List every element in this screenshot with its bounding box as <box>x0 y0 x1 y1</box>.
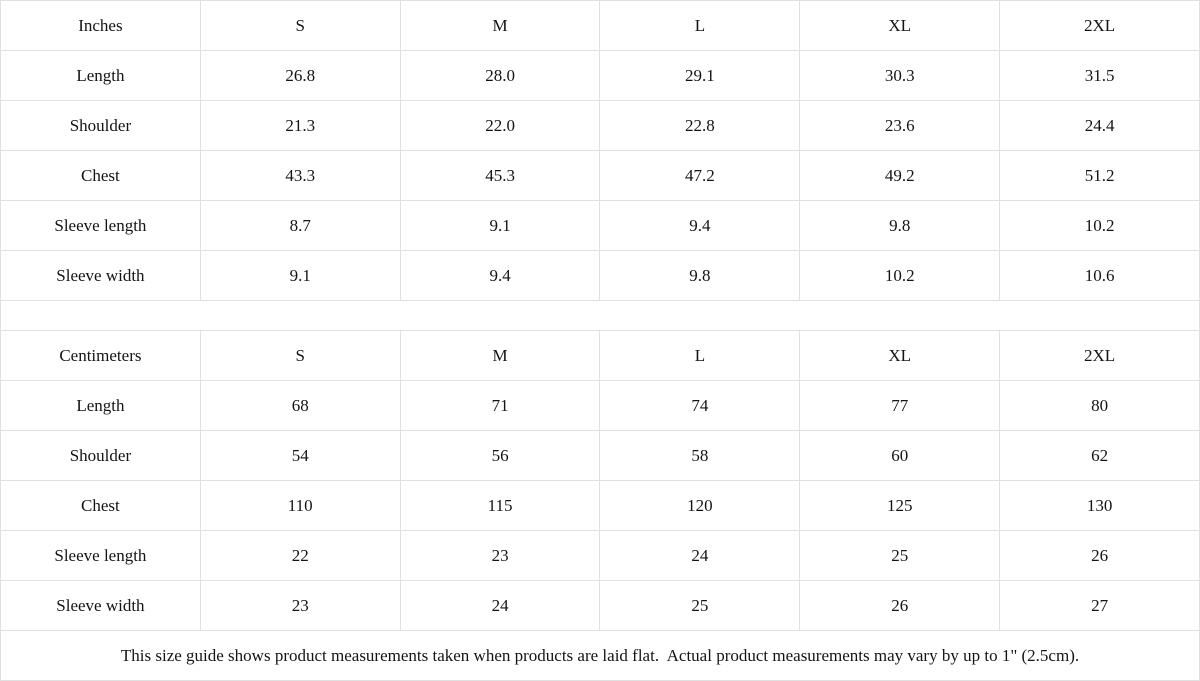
value-cell: 8.7 <box>199 200 401 251</box>
size-header-cell: 2XL <box>999 0 1200 51</box>
value-cell: 9.1 <box>399 200 601 251</box>
size-header-cell: M <box>399 330 601 381</box>
size-header-cell: XL <box>799 0 1001 51</box>
table-row: Length 26.8 28.0 29.1 30.3 31.5 <box>0 50 1200 101</box>
value-cell: 51.2 <box>999 150 1200 201</box>
value-cell: 45.3 <box>399 150 601 201</box>
value-cell: 22 <box>199 530 401 581</box>
spacer-cell <box>0 300 1200 331</box>
value-cell: 26 <box>799 580 1001 631</box>
size-header-cell: M <box>399 0 601 51</box>
value-cell: 60 <box>799 430 1001 481</box>
size-header-cell: 2XL <box>999 330 1200 381</box>
value-cell: 49.2 <box>799 150 1001 201</box>
value-cell: 74 <box>599 380 801 431</box>
row-label-cell: Shoulder <box>0 430 201 481</box>
row-label-cell: Length <box>0 50 201 101</box>
value-cell: 28.0 <box>399 50 601 101</box>
value-cell: 27 <box>999 580 1200 631</box>
value-cell: 22.0 <box>399 100 601 151</box>
table-row: Shoulder 54 56 58 60 62 <box>0 430 1200 481</box>
size-header-cell: XL <box>799 330 1001 381</box>
value-cell: 23.6 <box>799 100 1001 151</box>
row-label-cell: Sleeve width <box>0 250 201 301</box>
value-cell: 56 <box>399 430 601 481</box>
value-cell: 130 <box>999 480 1200 531</box>
value-cell: 30.3 <box>799 50 1001 101</box>
value-cell: 80 <box>999 380 1200 431</box>
row-label-cell: Sleeve length <box>0 200 201 251</box>
value-cell: 9.8 <box>599 250 801 301</box>
value-cell: 23 <box>199 580 401 631</box>
value-cell: 26.8 <box>199 50 401 101</box>
value-cell: 22.8 <box>599 100 801 151</box>
unit-header-cell: Inches <box>0 0 201 51</box>
value-cell: 9.8 <box>799 200 1001 251</box>
spacer-row <box>0 300 1200 331</box>
value-cell: 31.5 <box>999 50 1200 101</box>
value-cell: 77 <box>799 380 1001 431</box>
value-cell: 68 <box>199 380 401 431</box>
value-cell: 47.2 <box>599 150 801 201</box>
value-cell: 115 <box>399 480 601 531</box>
value-cell: 9.4 <box>399 250 601 301</box>
value-cell: 110 <box>199 480 401 531</box>
row-label-cell: Sleeve length <box>0 530 201 581</box>
value-cell: 62 <box>999 430 1200 481</box>
row-label-cell: Chest <box>0 480 201 531</box>
size-header-cell: L <box>599 0 801 51</box>
value-cell: 24 <box>399 580 601 631</box>
table-row: Sleeve length 8.7 9.1 9.4 9.8 10.2 <box>0 200 1200 251</box>
value-cell: 29.1 <box>599 50 801 101</box>
footer-note-row: This size guide shows product measuremen… <box>0 630 1200 681</box>
inches-header-row: Inches S M L XL 2XL <box>0 0 1200 51</box>
value-cell: 120 <box>599 480 801 531</box>
value-cell: 25 <box>799 530 1001 581</box>
value-cell: 24 <box>599 530 801 581</box>
table-row: Shoulder 21.3 22.0 22.8 23.6 24.4 <box>0 100 1200 151</box>
table-row: Sleeve length 22 23 24 25 26 <box>0 530 1200 581</box>
value-cell: 9.1 <box>199 250 401 301</box>
value-cell: 58 <box>599 430 801 481</box>
centimeters-header-row: Centimeters S M L XL 2XL <box>0 330 1200 381</box>
value-cell: 10.2 <box>799 250 1001 301</box>
value-cell: 24.4 <box>999 100 1200 151</box>
value-cell: 54 <box>199 430 401 481</box>
size-header-cell: S <box>199 0 401 51</box>
value-cell: 23 <box>399 530 601 581</box>
row-label-cell: Shoulder <box>0 100 201 151</box>
unit-header-cell: Centimeters <box>0 330 201 381</box>
size-header-cell: L <box>599 330 801 381</box>
value-cell: 21.3 <box>199 100 401 151</box>
row-label-cell: Chest <box>0 150 201 201</box>
table-row: Sleeve width 23 24 25 26 27 <box>0 580 1200 631</box>
row-label-cell: Sleeve width <box>0 580 201 631</box>
table-row: Sleeve width 9.1 9.4 9.8 10.2 10.6 <box>0 250 1200 301</box>
value-cell: 25 <box>599 580 801 631</box>
value-cell: 9.4 <box>599 200 801 251</box>
value-cell: 10.6 <box>999 250 1200 301</box>
value-cell: 10.2 <box>999 200 1200 251</box>
table-row: Chest 110 115 120 125 130 <box>0 480 1200 531</box>
table-row: Length 68 71 74 77 80 <box>0 380 1200 431</box>
size-header-cell: S <box>199 330 401 381</box>
footer-note: This size guide shows product measuremen… <box>0 630 1200 681</box>
row-label-cell: Length <box>0 380 201 431</box>
value-cell: 26 <box>999 530 1200 581</box>
value-cell: 125 <box>799 480 1001 531</box>
value-cell: 43.3 <box>199 150 401 201</box>
table-row: Chest 43.3 45.3 47.2 49.2 51.2 <box>0 150 1200 201</box>
value-cell: 71 <box>399 380 601 431</box>
